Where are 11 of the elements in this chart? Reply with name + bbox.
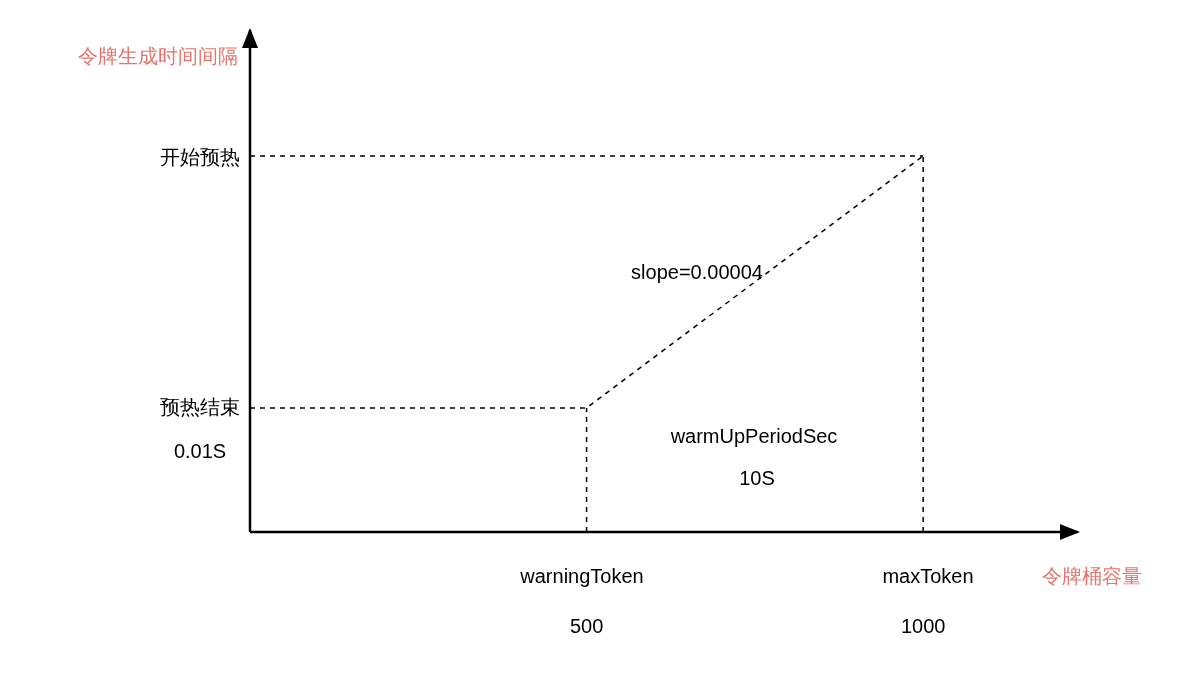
annotation: slope=0.00004 [631,260,763,283]
x-axis-title: 令牌桶容量 [1042,564,1142,587]
annotation: 10S [739,466,775,489]
x-tick-label: 1000 [900,614,946,637]
x-tick-label: 500 [569,614,604,637]
y-axis-title: 令牌生成时间间隔 [78,44,238,67]
text: 开始预热 [160,145,240,168]
text: warningToken [519,564,644,587]
text: 预热结束 0.01S [160,395,240,462]
annotation: warmUpPeriodSec [669,424,838,447]
text: maxToken [882,564,974,587]
